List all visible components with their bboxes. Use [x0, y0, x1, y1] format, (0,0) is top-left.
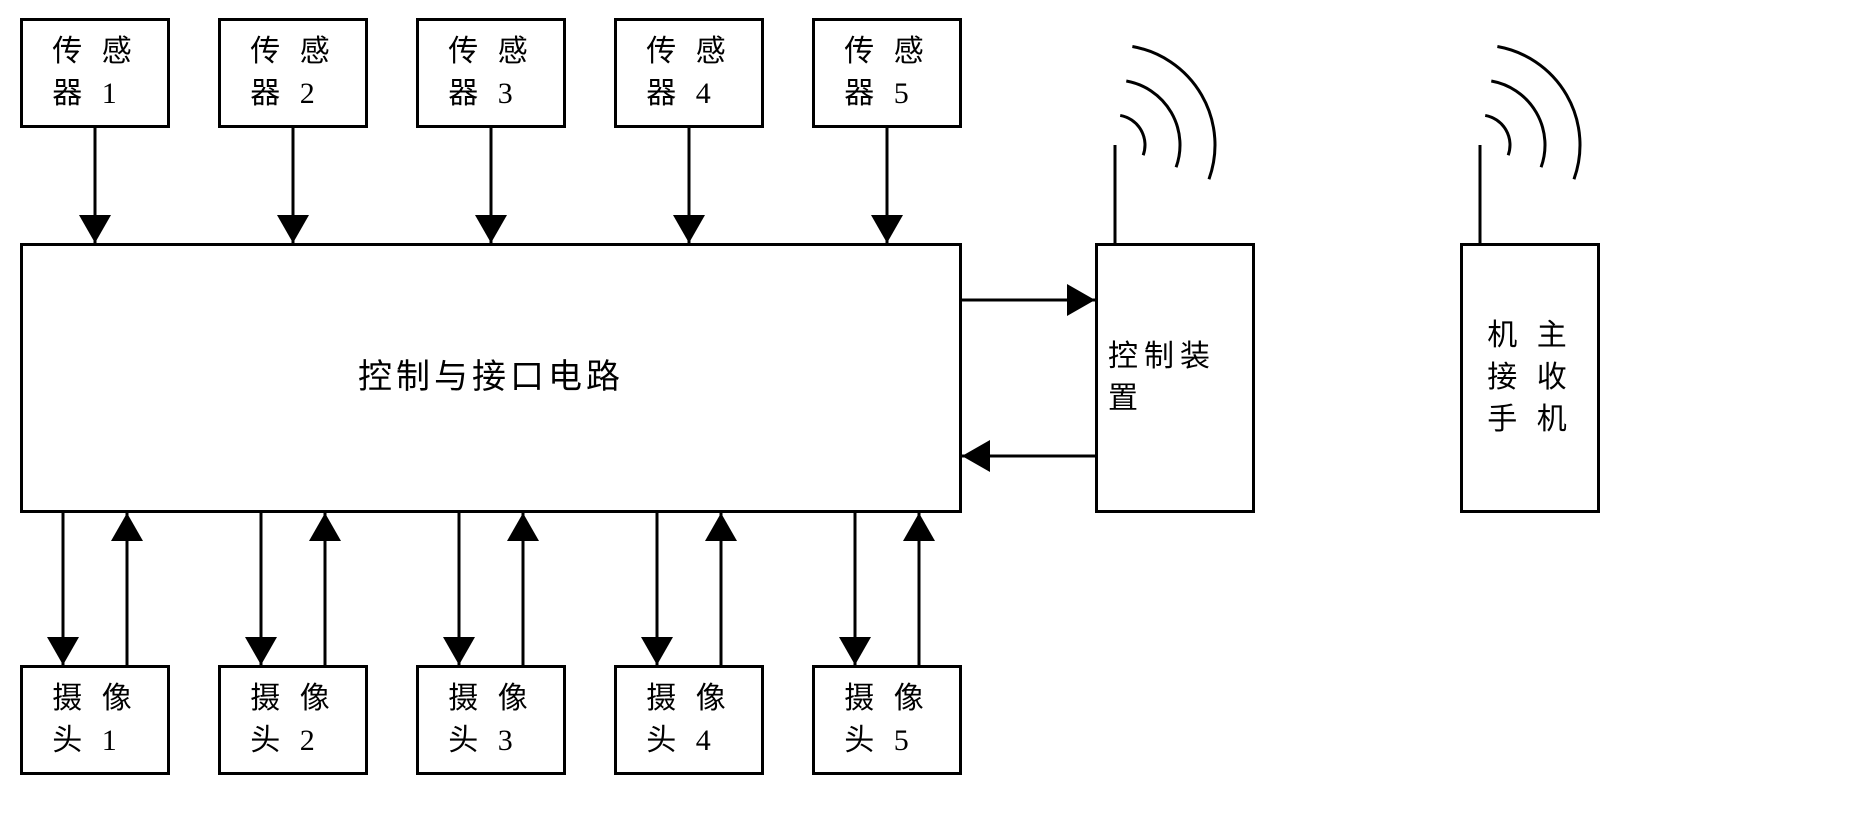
camera-box-4-label: 摄 像 头 4: [646, 678, 732, 762]
sensor-box-4-label: 传 感 器 4: [646, 31, 732, 115]
sensor-box-1-label: 传 感 器 1: [52, 31, 138, 115]
camera-box-1: 摄 像 头 1: [20, 665, 170, 775]
sensor-box-2: 传 感 器 2: [218, 18, 368, 128]
camera-box-1-label: 摄 像 头 1: [52, 678, 138, 762]
sensor-box-5: 传 感 器 5: [812, 18, 962, 128]
controller-box: 控制与接口电路: [20, 243, 962, 513]
camera-box-5: 摄 像 头 5: [812, 665, 962, 775]
control-device-box: 控制装置: [1095, 243, 1255, 513]
sensor-box-1: 传 感 器 1: [20, 18, 170, 128]
sensor-box-3-label: 传 感 器 3: [448, 31, 534, 115]
camera-box-2: 摄 像 头 2: [218, 665, 368, 775]
camera-box-3: 摄 像 头 3: [416, 665, 566, 775]
camera-box-5-label: 摄 像 头 5: [844, 678, 930, 762]
camera-box-2-label: 摄 像 头 2: [250, 678, 336, 762]
camera-box-3-label: 摄 像 头 3: [448, 678, 534, 762]
control-device-box-label: 控制装置: [1108, 336, 1242, 420]
owner-phone-box: 机 主 接 收 手 机: [1460, 243, 1600, 513]
controller-box-label: 控制与接口电路: [358, 354, 624, 402]
sensor-box-4: 传 感 器 4: [614, 18, 764, 128]
owner-phone-box-label: 机 主 接 收 手 机: [1487, 315, 1573, 441]
sensor-box-2-label: 传 感 器 2: [250, 31, 336, 115]
camera-box-4: 摄 像 头 4: [614, 665, 764, 775]
sensor-box-5-label: 传 感 器 5: [844, 31, 930, 115]
sensor-box-3: 传 感 器 3: [416, 18, 566, 128]
